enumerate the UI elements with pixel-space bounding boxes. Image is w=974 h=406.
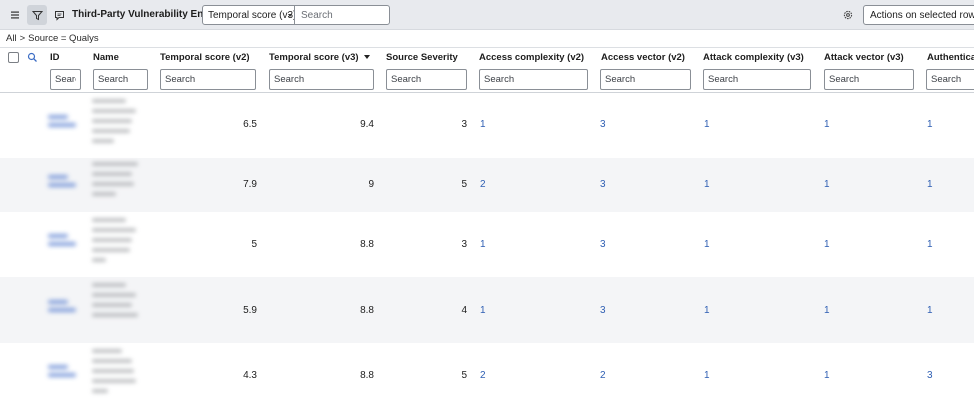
comment-icon[interactable] xyxy=(49,5,69,25)
breadcrumb-condition[interactable]: Source = Qualys xyxy=(28,33,99,44)
cell-attack-complexity-v3-link[interactable]: 1 xyxy=(704,119,710,130)
column-access-complexity-v2[interactable]: Access complexity (v2) xyxy=(479,52,585,63)
cell-access-complexity-v2-link[interactable]: 2 xyxy=(480,179,486,190)
column-name[interactable]: Name xyxy=(93,52,119,63)
cell-temporal-score-v2: 5.9 xyxy=(243,305,257,316)
cell-source-severity: 5 xyxy=(461,179,467,190)
cell-attack-vector-v3-link[interactable]: 1 xyxy=(824,179,830,190)
record-id-link[interactable] xyxy=(48,115,80,135)
table-row: 4.3 8.8 5 2 2 1 1 3 xyxy=(0,343,974,406)
cell-attack-complexity-v3-link[interactable]: 1 xyxy=(704,179,710,190)
cell-attack-complexity-v3-link[interactable]: 1 xyxy=(704,239,710,250)
column-header-row xyxy=(0,47,974,93)
record-name-text xyxy=(92,218,138,268)
cell-temporal-score-v3: 9.4 xyxy=(360,119,374,130)
cell-access-complexity-v2-link[interactable]: 1 xyxy=(480,305,486,316)
cell-temporal-score-v2: 5 xyxy=(251,239,257,250)
record-name-text xyxy=(92,162,138,202)
record-id-link[interactable] xyxy=(48,234,80,254)
column-source-severity[interactable]: Source Severity xyxy=(386,52,458,63)
table-row: 6.5 9.4 3 1 3 1 1 1 xyxy=(0,93,974,158)
cell-access-vector-v2-link[interactable]: 3 xyxy=(600,179,606,190)
cell-temporal-score-v2: 7.9 xyxy=(243,179,257,190)
record-name-text xyxy=(92,99,138,149)
list-header: Third-Party Vulnerability Entries Tempor… xyxy=(0,0,974,30)
column-attack-complexity-v3[interactable]: Attack complexity (v3) xyxy=(703,52,804,63)
filter-name-input[interactable] xyxy=(93,69,148,90)
record-id-link[interactable] xyxy=(48,175,80,195)
column-temporal-score-v3-label: Temporal score (v3) xyxy=(269,52,359,63)
sort-descending-icon xyxy=(363,55,370,59)
cell-source-severity: 3 xyxy=(461,239,467,250)
actions-select[interactable]: Actions on selected rows... xyxy=(863,5,974,25)
chevron-down-icon xyxy=(288,14,292,17)
cell-authentication-link[interactable]: 1 xyxy=(927,179,933,190)
table-row: 7.9 9 5 2 3 1 1 1 xyxy=(0,158,974,212)
cell-temporal-score-v3: 8.8 xyxy=(360,370,374,381)
list-search-input[interactable] xyxy=(294,5,390,25)
cell-authentication-link[interactable]: 1 xyxy=(927,119,933,130)
cell-authentication-link[interactable]: 1 xyxy=(927,305,933,316)
breadcrumb-all[interactable]: All xyxy=(6,33,17,44)
record-name-text xyxy=(92,283,138,323)
cell-temporal-score-v2: 6.5 xyxy=(243,119,257,130)
cell-attack-complexity-v3-link[interactable]: 1 xyxy=(704,370,710,381)
gear-icon[interactable] xyxy=(838,5,858,25)
column-temporal-score-v2[interactable]: Temporal score (v2) xyxy=(160,52,250,63)
filter-source-severity-input[interactable] xyxy=(386,69,467,90)
cell-authentication-link[interactable]: 1 xyxy=(927,239,933,250)
cell-access-complexity-v2-link[interactable]: 1 xyxy=(480,239,486,250)
cell-access-complexity-v2-link[interactable]: 2 xyxy=(480,370,486,381)
filter-temporal-score-v2-input[interactable] xyxy=(160,69,256,90)
cell-temporal-score-v3: 8.8 xyxy=(360,305,374,316)
column-authentication[interactable]: Authenticati xyxy=(927,52,974,63)
select-all-checkbox[interactable] xyxy=(8,52,19,63)
cell-authentication-link[interactable]: 3 xyxy=(927,370,933,381)
filter-id-input[interactable] xyxy=(50,69,81,90)
filter-temporal-score-v3-input[interactable] xyxy=(269,69,374,90)
filter-access-vector-v2-input[interactable] xyxy=(600,69,691,90)
record-name-text xyxy=(92,349,138,399)
cell-attack-vector-v3-link[interactable]: 1 xyxy=(824,239,830,250)
cell-access-vector-v2-link[interactable]: 3 xyxy=(600,239,606,250)
column-access-vector-v2[interactable]: Access vector (v2) xyxy=(601,52,685,63)
filter-icon[interactable] xyxy=(27,5,47,25)
filter-attack-complexity-v3-input[interactable] xyxy=(703,69,811,90)
breadcrumb-separator: > xyxy=(19,33,26,44)
cell-access-vector-v2-link[interactable]: 3 xyxy=(600,305,606,316)
search-field-select[interactable]: Temporal score (v3) xyxy=(202,5,297,25)
cell-access-vector-v2-link[interactable]: 3 xyxy=(600,119,606,130)
record-id-link[interactable] xyxy=(48,300,80,320)
record-id-link[interactable] xyxy=(48,365,80,385)
menu-icon[interactable] xyxy=(5,5,25,25)
table-row: 5 8.8 3 1 3 1 1 1 xyxy=(0,212,974,277)
search-field-selected-value: Temporal score (v3) xyxy=(208,10,297,21)
cell-source-severity: 4 xyxy=(461,305,467,316)
cell-source-severity: 5 xyxy=(461,370,467,381)
table-row: 5.9 8.8 4 1 3 1 1 1 xyxy=(0,277,974,343)
filter-attack-vector-v3-input[interactable] xyxy=(824,69,914,90)
page-title: Third-Party Vulnerability Entries xyxy=(72,9,225,20)
column-temporal-score-v3[interactable]: Temporal score (v3) xyxy=(269,52,370,63)
cell-temporal-score-v2: 4.3 xyxy=(243,370,257,381)
breadcrumb: All > Source = Qualys xyxy=(6,33,102,44)
cell-attack-vector-v3-link[interactable]: 1 xyxy=(824,305,830,316)
cell-attack-complexity-v3-link[interactable]: 1 xyxy=(704,305,710,316)
column-attack-vector-v3[interactable]: Attack vector (v3) xyxy=(824,52,904,63)
cell-attack-vector-v3-link[interactable]: 1 xyxy=(824,370,830,381)
cell-temporal-score-v3: 8.8 xyxy=(360,239,374,250)
search-icon[interactable] xyxy=(27,52,38,66)
cell-temporal-score-v3: 9 xyxy=(368,179,374,190)
cell-access-vector-v2-link[interactable]: 2 xyxy=(600,370,606,381)
cell-source-severity: 3 xyxy=(461,119,467,130)
filter-access-complexity-v2-input[interactable] xyxy=(479,69,588,90)
column-id[interactable]: ID xyxy=(50,52,60,63)
filter-authentication-input[interactable] xyxy=(926,69,974,90)
cell-attack-vector-v3-link[interactable]: 1 xyxy=(824,119,830,130)
cell-access-complexity-v2-link[interactable]: 1 xyxy=(480,119,486,130)
